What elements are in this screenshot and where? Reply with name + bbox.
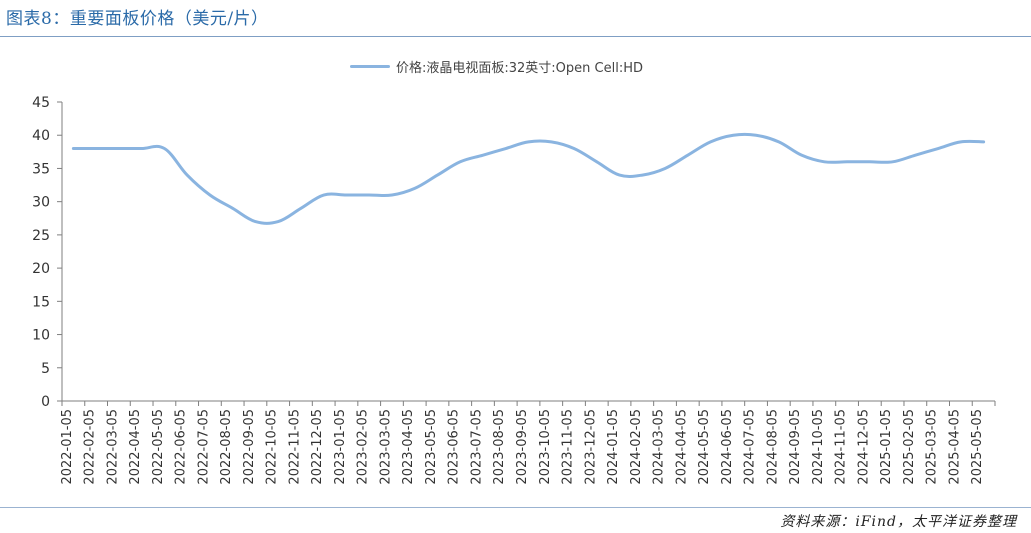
x-tick-label: 2022-02-05 bbox=[83, 409, 98, 485]
y-tick-label: 10 bbox=[32, 328, 50, 344]
x-tick-label: 2023-02-05 bbox=[356, 409, 371, 485]
x-tick-label: 2023-05-05 bbox=[424, 409, 439, 485]
x-tick-label: 2025-02-05 bbox=[902, 409, 917, 485]
x-tick-label: 2022-12-05 bbox=[310, 409, 325, 485]
x-tick-label: 2025-03-05 bbox=[925, 409, 940, 485]
x-tick-label: 2023-07-05 bbox=[469, 409, 484, 485]
series-line bbox=[71, 132, 986, 225]
x-tick-label: 2024-05-05 bbox=[697, 409, 712, 485]
x-tick-label: 2024-02-05 bbox=[629, 409, 644, 485]
x-tick-label: 2023-10-05 bbox=[538, 409, 553, 485]
x-tick-label: 2025-04-05 bbox=[947, 409, 962, 485]
x-tick-label: 2023-03-05 bbox=[378, 409, 393, 485]
y-tick-label: 20 bbox=[32, 261, 50, 277]
x-tick-label: 2023-12-05 bbox=[583, 409, 598, 485]
source-note: 资料来源：iFind，太平洋证券整理 bbox=[780, 514, 1017, 530]
x-tick-label: 2022-06-05 bbox=[174, 409, 189, 485]
x-tick-label: 2024-11-05 bbox=[834, 409, 849, 485]
y-tick-label: 35 bbox=[32, 161, 50, 177]
y-tick-label: 25 bbox=[32, 228, 50, 244]
x-tick-label: 2024-10-05 bbox=[811, 409, 826, 485]
legend-label: 价格:液晶电视面板:32英寸:Open Cell:HD bbox=[396, 61, 644, 76]
y-tick-label: 5 bbox=[41, 361, 50, 377]
y-tick-label: 30 bbox=[32, 195, 50, 211]
top-rule bbox=[0, 36, 1031, 37]
chart-legend: 价格:液晶电视面板:32英寸:Open Cell:HD bbox=[350, 57, 643, 76]
x-tick-label: 2022-11-05 bbox=[287, 409, 302, 485]
x-tick-label: 2023-08-05 bbox=[492, 409, 507, 485]
x-tick-label: 2022-07-05 bbox=[196, 409, 211, 485]
x-tick-label: 2025-05-05 bbox=[970, 409, 985, 485]
x-tick-label: 2023-01-05 bbox=[333, 409, 348, 485]
x-tick-label: 2023-09-05 bbox=[515, 409, 530, 485]
x-tick-label: 2025-01-05 bbox=[879, 409, 894, 485]
x-tick-label: 2022-04-05 bbox=[128, 409, 143, 485]
x-tick-label: 2022-10-05 bbox=[265, 409, 280, 485]
x-tick-label: 2023-04-05 bbox=[401, 409, 416, 485]
x-tick-label: 2024-07-05 bbox=[743, 409, 758, 485]
x-tick-label: 2022-01-05 bbox=[60, 409, 75, 485]
x-tick-label: 2024-12-05 bbox=[856, 409, 871, 485]
bottom-rule bbox=[0, 507, 1031, 508]
legend-swatch bbox=[350, 65, 390, 68]
x-tick-label: 2023-11-05 bbox=[561, 409, 576, 485]
figure-title: 图表8：重要面板价格（美元/片） bbox=[6, 9, 269, 29]
y-tick-label: 40 bbox=[32, 128, 50, 144]
x-tick-label: 2024-03-05 bbox=[652, 409, 667, 485]
line-chart: 0 5 10 15 20 25 30 35 40 45 2022-01-05 2022-02-05 20… bbox=[32, 95, 996, 485]
x-tick-label: 2024-06-05 bbox=[720, 409, 735, 485]
x-tick-label: 2022-08-05 bbox=[219, 409, 234, 485]
x-tick-label: 2024-08-05 bbox=[765, 409, 780, 485]
x-tick-label: 2024-09-05 bbox=[788, 409, 803, 485]
x-tick-label: 2022-03-05 bbox=[105, 409, 120, 485]
x-tick-label: 2023-06-05 bbox=[447, 409, 462, 485]
x-tick-label: 2022-09-05 bbox=[242, 409, 257, 485]
y-tick-label: 45 bbox=[32, 95, 50, 111]
x-tick-label: 2024-04-05 bbox=[674, 409, 689, 485]
x-tick-label: 2022-05-05 bbox=[151, 409, 166, 485]
x-tick-label: 2024-01-05 bbox=[606, 409, 621, 485]
y-tick-label: 0 bbox=[41, 394, 50, 410]
y-tick-label: 15 bbox=[32, 294, 50, 310]
